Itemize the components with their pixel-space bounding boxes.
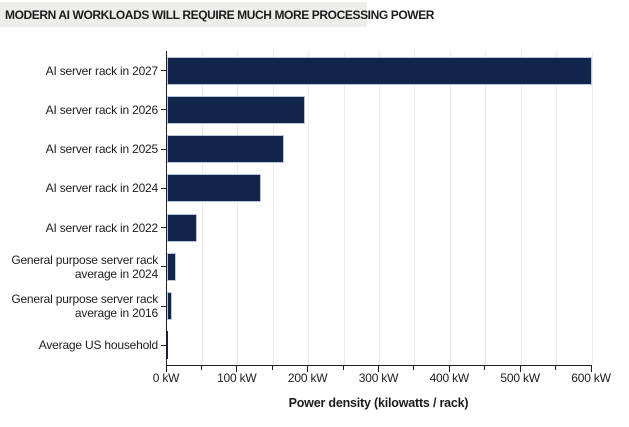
- x-tick-label-600kw: 600 kW: [571, 371, 611, 385]
- chart-title-band: MODERN AI WORKLOADS WILL REQUIRE MUCH MO…: [0, 2, 434, 27]
- gridline-450kw: [485, 51, 487, 365]
- chart-title: MODERN AI WORKLOADS WILL REQUIRE MUCH MO…: [5, 7, 435, 22]
- x-tick-label-100kw: 100 kW: [217, 371, 257, 385]
- gridline-100kw: [237, 51, 239, 365]
- plot-area: [166, 51, 593, 366]
- y-tick-1: [161, 109, 166, 111]
- bar-row-5: [167, 252, 177, 281]
- x-tick-label-0kw: 0 kW: [152, 371, 180, 385]
- category-label-2: AI server rack in 2025: [45, 142, 159, 157]
- x-tick-label-500kw: 500 kW: [500, 371, 540, 385]
- gridline-150kw: [272, 51, 274, 365]
- category-label-0: AI server rack in 2027: [45, 63, 159, 78]
- gridline-300kw: [379, 51, 380, 365]
- x-major-tick-300kw: [378, 366, 379, 372]
- gridline-550kw: [556, 51, 558, 365]
- gridline-50kw: [201, 51, 203, 365]
- y-tick-7: [161, 344, 166, 346]
- bar-row-4: [167, 213, 197, 242]
- category-label-6: General purpose server rack average in 20…: [11, 291, 158, 321]
- x-major-tick-200kw: [307, 366, 309, 372]
- gridline-500kw: [520, 51, 522, 365]
- gridline-400kw: [449, 51, 451, 365]
- bar-row-2: [167, 135, 284, 164]
- gridline-250kw: [343, 51, 345, 365]
- bar-row-7: [167, 331, 168, 360]
- x-minor-tick-150kw: [271, 366, 273, 370]
- x-major-tick-0kw: [165, 366, 167, 372]
- bar-row-1: [167, 95, 306, 124]
- y-tick-6: [161, 305, 166, 307]
- gridline-600kw: [591, 51, 593, 365]
- bar-row-3: [167, 174, 261, 203]
- x-tick-label-400kw: 400 kW: [429, 371, 470, 385]
- category-label-1: AI server rack in 2026: [45, 102, 159, 117]
- y-tick-2: [161, 148, 166, 150]
- x-minor-tick-250kw: [342, 366, 344, 370]
- gridline-350kw: [414, 51, 416, 365]
- x-major-tick-500kw: [519, 366, 521, 372]
- y-tick-4: [161, 227, 166, 229]
- x-minor-tick-350kw: [413, 366, 415, 370]
- y-tick-0: [161, 70, 166, 72]
- x-minor-tick-450kw: [484, 366, 486, 370]
- x-minor-tick-50kw: [200, 366, 202, 370]
- x-tick-label-300kw: 300 kW: [358, 371, 399, 385]
- x-major-tick-400kw: [448, 366, 450, 372]
- category-label-4: AI server rack in 2022: [45, 220, 159, 235]
- x-minor-tick-550kw: [555, 366, 557, 370]
- category-label-3: AI server rack in 2024: [45, 181, 159, 196]
- y-tick-3: [161, 187, 166, 189]
- category-label-7: Average US household: [38, 338, 158, 353]
- x-axis-title: Power density (kilowatts / rack): [288, 396, 469, 410]
- bar-row-0: [167, 56, 592, 85]
- y-tick-5: [161, 266, 166, 268]
- category-label-5: General purpose server rack average in 20…: [11, 252, 158, 281]
- bar-row-6: [167, 292, 172, 321]
- x-major-tick-600kw: [590, 366, 592, 372]
- x-major-tick-100kw: [236, 366, 238, 372]
- x-tick-label-200kw: 200 kW: [287, 371, 328, 385]
- gridline-200kw: [308, 51, 310, 365]
